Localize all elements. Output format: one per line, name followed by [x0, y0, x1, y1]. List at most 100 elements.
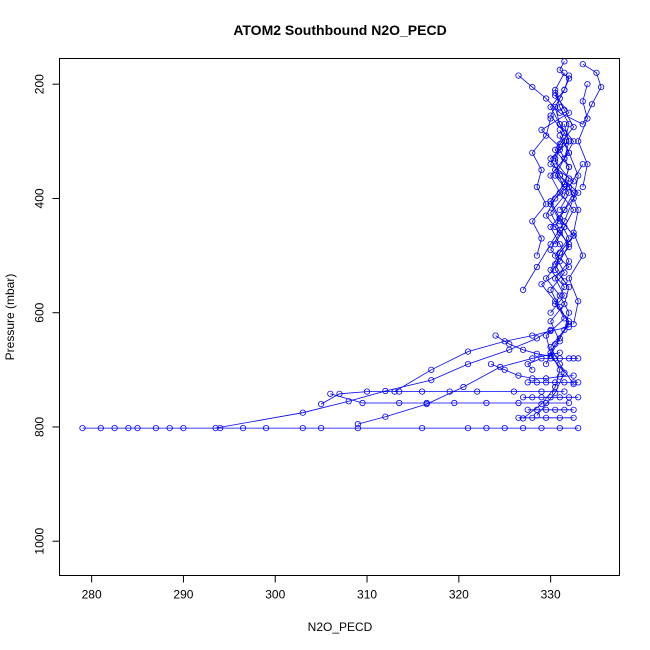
- data-point: [561, 388, 568, 395]
- data-point: [515, 399, 522, 407]
- data-point: [552, 241, 559, 248]
- data-point: [538, 126, 545, 133]
- data-point: [428, 366, 435, 373]
- data-point: [262, 424, 270, 432]
- data-point: [552, 172, 559, 179]
- data-point: [547, 209, 554, 216]
- series-line: [518, 63, 602, 125]
- data-point: [561, 86, 568, 94]
- data-point: [552, 86, 559, 94]
- series-profile: [317, 388, 568, 408]
- data-point: [240, 424, 247, 432]
- data-point: [570, 372, 577, 379]
- data-point: [565, 163, 573, 171]
- data-point: [391, 388, 398, 395]
- data-point: [579, 252, 586, 259]
- series-line: [527, 357, 579, 371]
- data-point: [565, 138, 573, 145]
- series-profile: [575, 81, 591, 191]
- data-point: [542, 379, 550, 386]
- series-profile: [354, 349, 563, 428]
- chart-title: ATOM2 Southbound N2O_PECD: [233, 22, 446, 38]
- data-point: [542, 360, 550, 368]
- data-point: [519, 394, 527, 401]
- x-tick-label: 330: [541, 588, 561, 602]
- data-point: [538, 424, 545, 432]
- data-point: [570, 195, 577, 202]
- series-profile: [79, 424, 582, 432]
- series-line: [215, 329, 551, 429]
- data-point: [547, 104, 554, 111]
- data-point: [556, 424, 563, 432]
- data-point: [556, 109, 563, 116]
- data-point: [547, 115, 554, 122]
- data-point: [542, 201, 550, 208]
- data-point: [299, 409, 306, 416]
- data-point: [547, 286, 554, 293]
- data-point: [565, 309, 573, 316]
- data-point: [542, 375, 550, 382]
- data-point: [579, 161, 586, 168]
- data-point: [363, 388, 371, 395]
- data-point: [584, 161, 591, 168]
- data-point: [561, 292, 568, 299]
- series-line: [577, 84, 588, 188]
- data-point: [524, 360, 531, 368]
- data-point: [382, 413, 389, 420]
- data-point: [556, 394, 563, 401]
- data-point: [345, 398, 352, 405]
- data-point: [570, 178, 577, 185]
- data-point: [579, 183, 586, 191]
- data-point: [556, 189, 563, 196]
- series-line: [531, 118, 551, 256]
- data-point: [542, 399, 550, 407]
- y-tick-label: 200: [33, 74, 47, 94]
- data-point: [538, 235, 545, 242]
- series-profile: [519, 394, 582, 401]
- data-point: [556, 141, 563, 148]
- data-point: [570, 229, 577, 236]
- data-point: [570, 414, 577, 421]
- plot-area-border: [59, 58, 620, 576]
- data-point: [556, 206, 563, 213]
- y-axis-label: Pressure (mbar): [3, 274, 17, 361]
- data-point: [570, 320, 577, 328]
- data-point: [382, 387, 389, 395]
- data-point: [515, 372, 522, 379]
- data-point: [565, 75, 573, 82]
- data-point: [542, 406, 550, 413]
- data-point: [561, 59, 568, 65]
- data-point: [519, 415, 527, 422]
- y-tick-label: 800: [33, 417, 47, 437]
- data-point: [212, 424, 219, 432]
- data-point: [529, 366, 536, 373]
- data-point: [588, 101, 596, 108]
- data-point: [547, 155, 554, 162]
- data-point: [125, 424, 132, 432]
- data-point: [538, 394, 545, 401]
- data-point: [556, 414, 563, 421]
- y-tick-label: 1000: [33, 528, 47, 555]
- data-point: [510, 388, 518, 395]
- series-profile: [529, 115, 554, 259]
- data-point: [561, 106, 568, 114]
- data-point: [524, 406, 531, 413]
- data-point: [134, 424, 141, 432]
- data-point: [396, 399, 403, 407]
- data-point: [460, 383, 467, 391]
- data-point: [501, 338, 508, 345]
- data-point: [575, 394, 582, 401]
- data-point: [547, 394, 554, 401]
- data-point: [575, 379, 582, 386]
- data-point: [556, 172, 563, 179]
- x-tick-label: 310: [357, 588, 377, 602]
- data-point: [529, 355, 536, 362]
- data-point: [556, 338, 563, 345]
- series-line: [495, 335, 551, 357]
- series-profile: [547, 89, 577, 285]
- data-point: [515, 414, 522, 421]
- data-point: [354, 420, 361, 428]
- data-point: [565, 149, 573, 156]
- data-point: [359, 399, 366, 407]
